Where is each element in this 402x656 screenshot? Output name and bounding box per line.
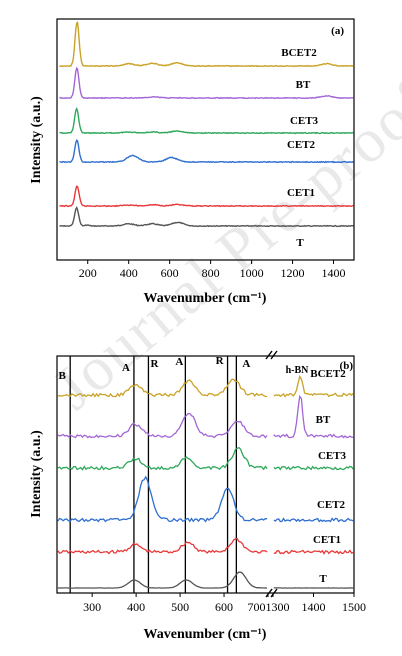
y-axis-label-a: Intensity (a.u.) (29, 96, 44, 184)
series-a-label-cet3: CET3 (290, 115, 319, 127)
x-tick-label-b-2: 500 (171, 600, 189, 614)
y-axis-label-b: Intensity (a.u.) (29, 430, 44, 518)
x-tick-label-a-1400: 1400 (322, 266, 346, 280)
series-b-bcet2 (57, 374, 354, 398)
ref-label-a-512: A (175, 356, 183, 368)
axis-break-marks (265, 350, 278, 598)
panel-label-b: (b) (340, 360, 354, 372)
x-tick-label-a-600: 600 (161, 266, 179, 280)
series-a-label-cet1: CET1 (287, 187, 315, 199)
x-tick-label-b-5: 1400 (302, 600, 326, 614)
x-tick-label-b-6: 1500 (342, 600, 366, 614)
plot-frame-a (56, 18, 355, 261)
series-b-label-bt: BT (316, 414, 331, 426)
panel-a: (a) Intensity (a.u.) Wavenumber (cm⁻¹) 2… (29, 18, 355, 306)
ref-label-r-428: R (150, 358, 159, 370)
series-a-label-t: T (296, 237, 304, 249)
series-b-label-t: T (319, 573, 327, 585)
x-axis-label-a: Wavenumber (cm⁻¹) (144, 291, 267, 306)
series-a-label-bcet2: BCET2 (281, 47, 317, 59)
panel-label-a: (a) (331, 25, 344, 37)
series-b-label-cet1: CET1 (313, 534, 341, 546)
x-tick-label-b-1: 400 (127, 600, 145, 614)
series-b-bt (57, 394, 354, 439)
x-axis-label-b: Wavenumber (cm⁻¹) (144, 627, 267, 642)
x-tick-label-a-1200: 1200 (281, 266, 305, 280)
x-tick-label-b-4: 7001300 (248, 600, 290, 614)
x-tick-label-a-800: 800 (202, 266, 220, 280)
series-b-cet2 (57, 475, 354, 523)
x-tick-label-a-1000: 1000 (240, 266, 264, 280)
series-b-cet3 (57, 446, 354, 471)
ref-label-b-250: B (59, 370, 67, 382)
plot-frame-b (56, 355, 355, 594)
ref-label-r-608: R (216, 355, 225, 367)
hbn-annotation: h-BN (286, 365, 310, 376)
series-a-t (59, 206, 354, 228)
series-b-label-bcet2: BCET2 (310, 368, 346, 380)
series-b-label-cet2: CET2 (317, 499, 346, 511)
ref-label-a-628: A (242, 358, 250, 370)
x-tick-label-a-400: 400 (120, 266, 138, 280)
ref-label-a-395: A (122, 362, 130, 374)
series-b-label-cet3: CET3 (318, 450, 347, 462)
axis-break-bottom-right (270, 588, 278, 598)
axis-break-top-right (270, 350, 278, 360)
series-b-cet1 (57, 537, 354, 555)
series-a-bcet2 (59, 21, 354, 68)
axis-break-bottom-left (265, 588, 273, 598)
series-a-label-cet2: CET2 (287, 139, 316, 151)
series-a-cet1 (59, 185, 354, 208)
series-a-cet2 (59, 139, 354, 164)
x-tick-label-b-0: 300 (83, 600, 101, 614)
series-a-label-bt: BT (296, 79, 311, 91)
panel-b: (b) Intensity (a.u.) Wavenumber (cm⁻¹) h… (29, 350, 366, 642)
series-a-cet3 (59, 106, 354, 135)
series-a-bt (59, 66, 354, 100)
axis-break-top-left (265, 350, 273, 360)
x-tick-label-a-200: 200 (79, 266, 97, 280)
x-tick-label-b-3: 600 (215, 600, 233, 614)
series-b-t (57, 571, 354, 589)
